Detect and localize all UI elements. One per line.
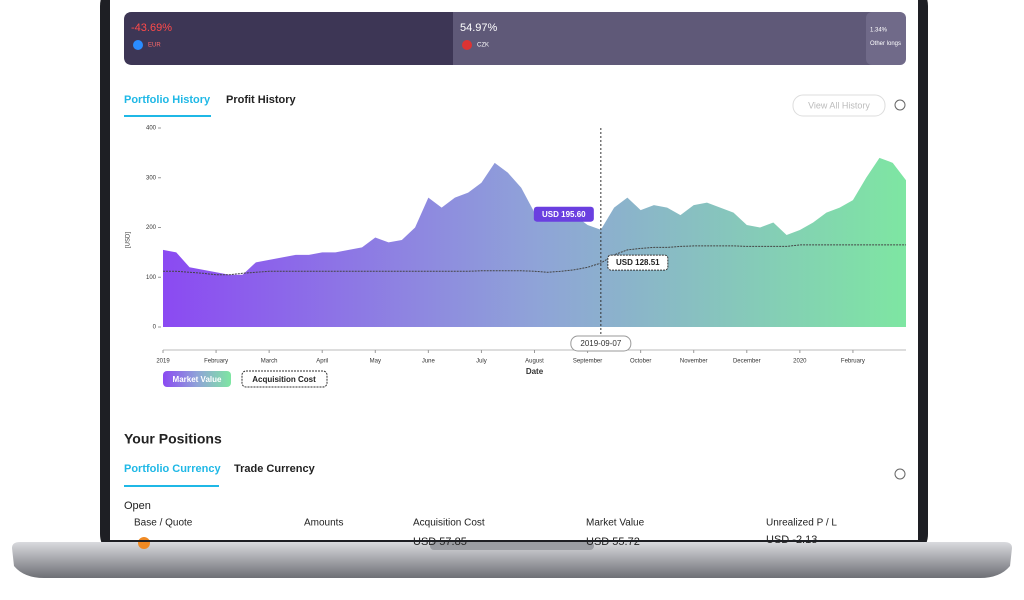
x-tick-label: 2019 xyxy=(156,359,170,365)
legend-swatch xyxy=(163,371,231,387)
flag xyxy=(133,40,143,50)
tooltip-label: USD 195.60 xyxy=(542,210,586,219)
tab-underline xyxy=(124,485,219,487)
x-axis-label: Date xyxy=(526,367,544,376)
legend-label: Acquisition Cost xyxy=(252,375,316,384)
view-all-button[interactable] xyxy=(792,94,886,117)
legend-swatch xyxy=(241,370,328,388)
tooltip-label: USD 128.51 xyxy=(616,258,660,267)
y-tick-label: 0 xyxy=(153,325,157,331)
tab-underline xyxy=(124,115,211,117)
code: Other longs xyxy=(870,41,901,47)
col-header: Unrealized P / L xyxy=(766,518,837,529)
y-tick-label: 300 xyxy=(146,175,157,181)
y-tick-label: 200 xyxy=(146,225,157,231)
x-tick-label: May xyxy=(370,359,381,365)
section-title: Open xyxy=(124,500,151,512)
bezel-bottom xyxy=(110,540,918,542)
y-tick-label: 100 xyxy=(146,275,157,281)
x-tick-label: December xyxy=(733,359,761,365)
pct: -43.69% xyxy=(131,22,172,34)
x-tick-label: July xyxy=(476,359,487,365)
tab[interactable]: Trade Currency xyxy=(234,463,316,475)
x-tick-label: October xyxy=(630,359,651,365)
tab[interactable]: Profit History xyxy=(226,94,297,106)
tab[interactable]: Portfolio Currency xyxy=(124,463,221,475)
col-header: Market Value xyxy=(586,518,645,529)
pct: 1.34% xyxy=(870,28,888,34)
tab[interactable]: Portfolio History xyxy=(124,94,211,106)
x-tick-label: 2020 xyxy=(793,359,807,365)
laptop-base xyxy=(12,542,1012,578)
x-tick-label: February xyxy=(204,359,228,365)
view-all-label[interactable]: View All History xyxy=(808,100,870,110)
x-tick-label: September xyxy=(573,359,602,365)
legend-label: Market Value xyxy=(173,375,222,384)
col-header: Base / Quote xyxy=(134,518,193,529)
cell: USD -2.13 xyxy=(766,534,817,546)
market-value-area xyxy=(163,157,906,327)
code: EUR xyxy=(148,43,161,49)
col-header: Acquisition Cost xyxy=(413,518,485,529)
acquisition-cost-line xyxy=(163,244,906,276)
code: CZK xyxy=(477,43,489,49)
x-tick-label: August xyxy=(525,359,544,365)
y-axis-label: [USD] xyxy=(126,232,132,248)
info-icon[interactable] xyxy=(894,468,906,480)
flag xyxy=(462,40,472,50)
y-tick-label: 400 xyxy=(146,126,157,132)
info-icon[interactable] xyxy=(894,99,906,111)
x-tick-label: February xyxy=(841,359,865,365)
positions-title: Your Positions xyxy=(124,431,222,447)
code: Other longs xyxy=(870,41,901,47)
x-tick-label: November xyxy=(680,359,708,365)
crosshair-date-box xyxy=(570,335,632,352)
x-tick-label: March xyxy=(261,359,278,365)
coin-icon xyxy=(138,537,150,549)
x-tick-label: April xyxy=(316,359,328,365)
pct: 54.97% xyxy=(460,22,498,34)
col-header: Amounts xyxy=(304,518,343,529)
tooltip-box xyxy=(607,254,669,271)
notch xyxy=(430,542,594,550)
tooltip-box xyxy=(533,206,594,222)
x-tick-label: June xyxy=(422,359,436,365)
eur-segment xyxy=(124,12,453,65)
crosshair-date: 2019-09-07 xyxy=(580,339,621,348)
other-segment xyxy=(866,12,906,65)
